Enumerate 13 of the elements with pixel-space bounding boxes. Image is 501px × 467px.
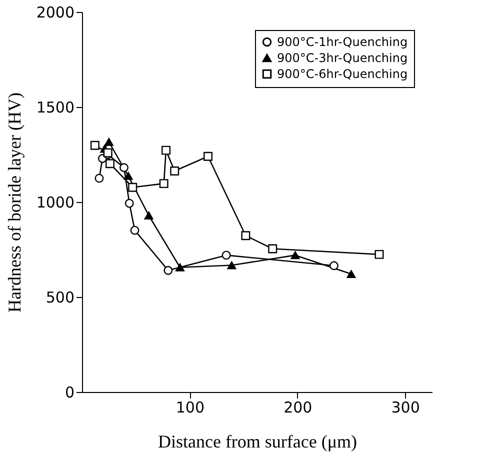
y-tick-label: 1500 [36, 98, 74, 116]
x-tick-label: 300 [391, 398, 420, 416]
legend-label: 900°C-3hr-Quenching [277, 51, 408, 65]
y-tick-label: 500 [46, 288, 74, 306]
y-axis-title: Hardness of boride layer (HV) [4, 92, 24, 312]
legend-label: 900°C-6hr-Quenching [277, 67, 408, 81]
legend-label: 900°C-1hr-Quenching [277, 35, 408, 49]
x-axis-title: Distance from surface (μm) [158, 432, 358, 452]
y-tick-label: 2000 [36, 4, 74, 22]
y-tick-label: 1000 [36, 194, 74, 212]
y-tick-label: 0 [64, 384, 74, 402]
x-tick-label: 200 [284, 398, 312, 416]
x-tick-label: 100 [176, 398, 205, 416]
